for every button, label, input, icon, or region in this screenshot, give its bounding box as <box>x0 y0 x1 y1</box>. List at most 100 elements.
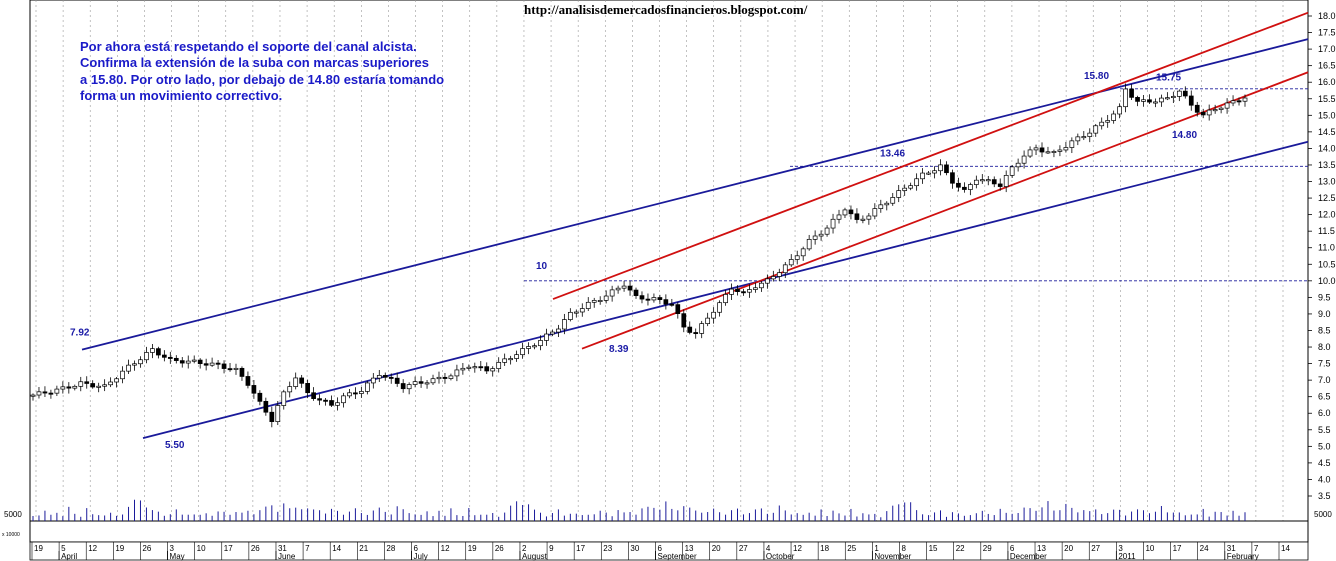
candle-body <box>1200 111 1206 116</box>
date-tick-label: 17 <box>576 544 585 553</box>
candle-body <box>364 382 370 392</box>
price-tick-label: 10.5 <box>1318 259 1336 269</box>
candle-body <box>591 300 597 303</box>
candle-body <box>806 238 812 250</box>
candle-body <box>938 164 943 172</box>
candle-body <box>54 388 60 394</box>
date-tick-label: 17 <box>1173 544 1182 553</box>
month-label: July <box>414 552 428 561</box>
date-tick-label: 5 <box>61 544 66 553</box>
month-label: June <box>278 552 296 561</box>
date-tick-label: 6 <box>658 544 663 553</box>
candle-body <box>657 297 663 300</box>
candle-body <box>275 405 281 422</box>
candle-body <box>1176 90 1182 97</box>
candle-body <box>842 209 848 216</box>
candle-body <box>448 375 454 379</box>
candle-body <box>1230 100 1236 104</box>
candle-body <box>573 311 579 314</box>
candle-body <box>1105 120 1111 123</box>
candle-body <box>293 377 299 387</box>
month-labels: April May June July August September October No… <box>58 551 1259 561</box>
candle-body <box>347 392 352 397</box>
candle-body <box>800 248 806 257</box>
date-tick-label: 20 <box>1064 544 1073 553</box>
candle-body <box>699 323 705 334</box>
candle-body <box>269 411 275 422</box>
candle-body <box>1171 96 1176 99</box>
candle-body <box>179 360 185 364</box>
date-tick-label: 22 <box>956 544 965 553</box>
candle-body <box>1033 147 1039 151</box>
candle-body <box>860 218 866 221</box>
trend-line <box>142 140 1309 439</box>
date-tick-label: 4 <box>766 544 771 553</box>
candle-body <box>824 227 830 235</box>
price-tick-label: 14.5 <box>1318 127 1336 137</box>
candle-body <box>639 295 645 300</box>
candle-body <box>72 385 78 389</box>
candle-body <box>454 369 460 377</box>
date-tick-label: 19 <box>468 544 477 553</box>
candle-body <box>633 289 639 296</box>
candle-body <box>1194 104 1200 113</box>
date-tick-label: 19 <box>115 544 124 553</box>
price-axis-right: 3.5 4.0 4.5 5.0 5.5 6.0 6.5 7.0 7.5 8.0 8.5 9.0 9.5 1… <box>1308 11 1336 501</box>
candle-body <box>305 382 310 394</box>
candle-body <box>651 297 657 301</box>
note-line-1: Por ahora está respetando el soporte del… <box>80 39 417 54</box>
month-label: November <box>874 552 911 561</box>
candle-body <box>221 363 227 369</box>
date-tick-label: 10 <box>197 544 206 553</box>
candle-body <box>311 392 316 399</box>
candle-body <box>96 385 102 388</box>
volume-bars <box>32 499 1246 521</box>
candle-body <box>932 170 937 174</box>
price-tick-label: 7.0 <box>1318 375 1331 385</box>
candle-body <box>532 345 537 348</box>
candle-body <box>424 382 430 385</box>
date-tick-label: 18 <box>820 544 829 553</box>
candle-body <box>156 348 161 356</box>
candle-body <box>830 218 836 229</box>
candle-body <box>376 375 382 379</box>
candle-body <box>496 362 502 369</box>
candle-body <box>776 272 782 277</box>
date-tick-label: 6 <box>1010 544 1015 553</box>
candle-body <box>239 367 245 377</box>
candle-body <box>997 183 1003 187</box>
candle-body <box>681 313 687 328</box>
date-tick-label: 23 <box>603 544 612 553</box>
price-tick-label: 4.0 <box>1318 474 1331 484</box>
candle-body <box>1135 97 1140 102</box>
candle-body <box>341 395 346 404</box>
candle-body <box>579 308 585 313</box>
candle-body <box>490 368 496 372</box>
candle-body <box>979 179 985 182</box>
candle-body <box>1021 155 1027 164</box>
candle-body <box>144 352 149 361</box>
candle-body <box>514 354 519 359</box>
candle-body <box>36 391 42 396</box>
date-tick-label: 12 <box>88 544 97 553</box>
date-tick-label: 8 <box>901 544 906 553</box>
candle-body <box>1003 175 1009 187</box>
date-tick-label: 13 <box>1037 544 1046 553</box>
candle-body <box>991 179 997 185</box>
candle-body <box>227 368 233 371</box>
date-tick-label: 26 <box>251 544 260 553</box>
candle-body <box>406 384 412 390</box>
candle-body <box>460 367 466 371</box>
candle-body <box>878 204 884 209</box>
candle-body <box>1045 151 1051 154</box>
candle-body <box>538 340 543 347</box>
month-label: August <box>522 552 548 561</box>
date-tick-label: 7 <box>1254 544 1259 553</box>
candle-body <box>132 363 137 366</box>
candle-body <box>1081 136 1087 139</box>
candle-body <box>335 402 340 406</box>
date-tick-label: 28 <box>386 544 395 553</box>
candle-body <box>896 190 902 198</box>
candle-body <box>759 282 764 289</box>
date-tick-label: 27 <box>739 544 748 553</box>
